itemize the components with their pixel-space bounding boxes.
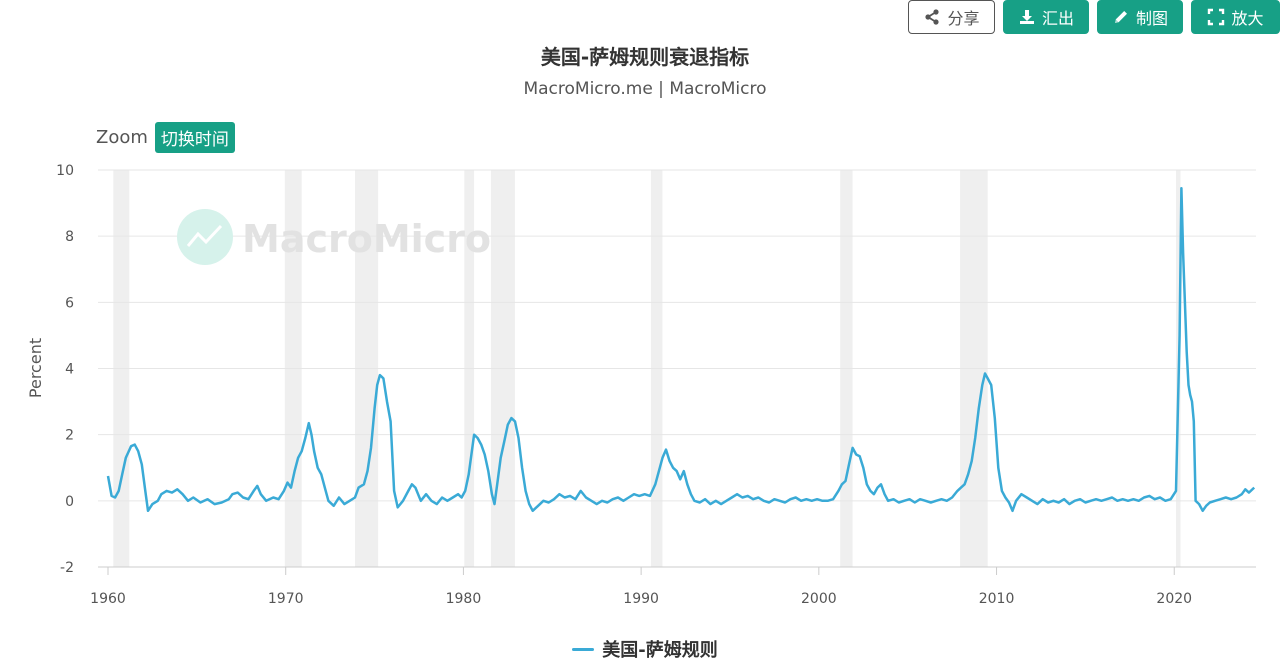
y-tick-label: 4 (65, 362, 74, 378)
y-tick-label: 2 (65, 428, 74, 444)
x-tick-label: 1990 (623, 591, 659, 607)
x-tick-label: 2000 (801, 591, 837, 607)
x-tick-label: 1980 (446, 591, 482, 607)
pencil-icon (1114, 11, 1127, 23)
y-tick-label: 8 (65, 229, 74, 245)
draw-button[interactable]: 制图 (1097, 0, 1183, 34)
draw-label: 制图 (1135, 9, 1168, 28)
chart-legend[interactable]: 美国-萨姆规则 (0, 636, 1280, 662)
share-icon (925, 9, 940, 25)
zoom-control: Zoom 切换时间 (96, 122, 235, 153)
legend-series-label: 美国-萨姆规则 (602, 640, 718, 661)
watermark-logo-mark (186, 224, 223, 247)
switch-time-button[interactable]: 切换时间 (154, 122, 235, 153)
fullscreen-button[interactable]: 放大 (1191, 0, 1280, 34)
download-icon (1019, 10, 1034, 24)
y-tick-label: 6 (65, 295, 74, 311)
x-tick-label: 1970 (268, 591, 304, 607)
export-label: 汇出 (1041, 9, 1074, 28)
x-tick-label: 2020 (1156, 591, 1192, 607)
y-tick-label: -2 (60, 560, 74, 576)
y-tick-label: 0 (65, 494, 74, 510)
legend-line-swatch (572, 647, 595, 651)
y-axis-title: Percent (26, 338, 45, 398)
series-line (106, 186, 1256, 513)
watermark: MacroMicro (177, 209, 491, 265)
zoom-label: Zoom (96, 127, 148, 148)
expand-icon (1208, 8, 1225, 26)
share-button[interactable]: 分享 (908, 0, 995, 34)
chart-toolbar: 分享 汇出 制图 放大 (908, 0, 1280, 34)
watermark-logo-icon (177, 209, 233, 265)
export-button[interactable]: 汇出 (1003, 0, 1089, 34)
chart-title: 美国-萨姆规则衰退指标 (540, 45, 750, 69)
fullscreen-label: 放大 (1231, 9, 1264, 28)
x-tick-label: 1960 (90, 591, 126, 607)
share-label: 分享 (947, 9, 980, 28)
chart-subtitle: MacroMicro.me | MacroMicro (523, 79, 767, 99)
watermark-text: MacroMicro (242, 217, 491, 261)
x-tick-label: 2010 (979, 591, 1015, 607)
y-tick-label: 10 (56, 163, 74, 179)
